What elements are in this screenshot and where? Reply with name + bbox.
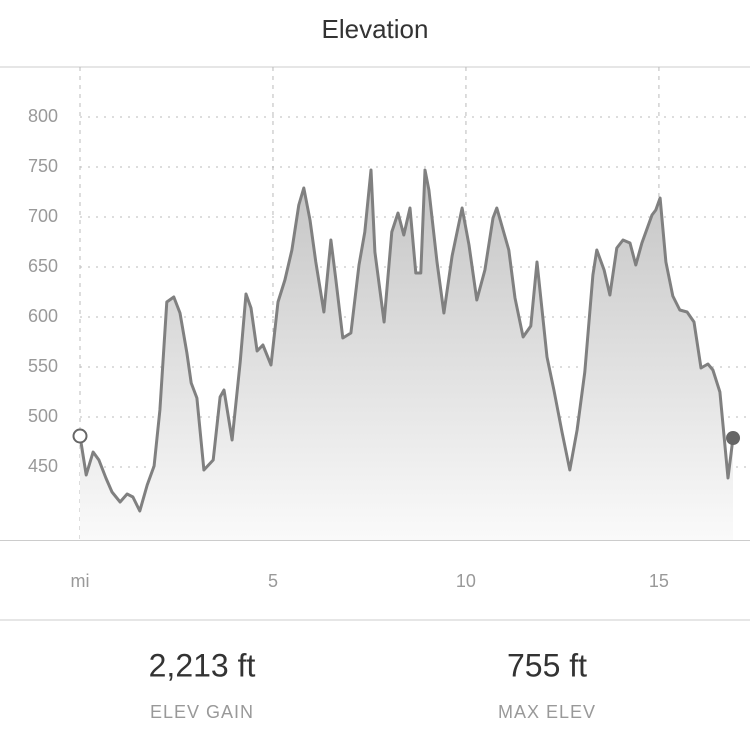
- y-tick-label: 450: [28, 456, 58, 476]
- chart-title: Elevation: [322, 14, 429, 44]
- x-tick-label: 5: [268, 571, 278, 591]
- start-point: [72, 428, 88, 444]
- x-tick-label: 10: [456, 571, 476, 591]
- y-tick-label: 800: [28, 106, 58, 126]
- y-tick-label: 500: [28, 406, 58, 426]
- stat-value: 755 ft: [507, 647, 587, 683]
- stat-label: ELEV GAIN: [150, 702, 254, 722]
- y-tick-label: 600: [28, 306, 58, 326]
- y-tick-label: 650: [28, 256, 58, 276]
- x-tick-label: mi: [71, 571, 90, 591]
- stat-value: 2,213 ft: [149, 647, 256, 683]
- y-tick-label: 550: [28, 356, 58, 376]
- x-tick-label: 15: [649, 571, 669, 591]
- area: [80, 170, 733, 540]
- end-point: [726, 431, 741, 445]
- stat-label: MAX ELEV: [498, 702, 596, 722]
- stats: 2,213 ft ELEV GAIN 755 ft MAX ELEV: [149, 647, 596, 722]
- y-tick-label: 700: [28, 206, 58, 226]
- y-tick-label: 750: [28, 156, 58, 176]
- line: [78, 168, 735, 513]
